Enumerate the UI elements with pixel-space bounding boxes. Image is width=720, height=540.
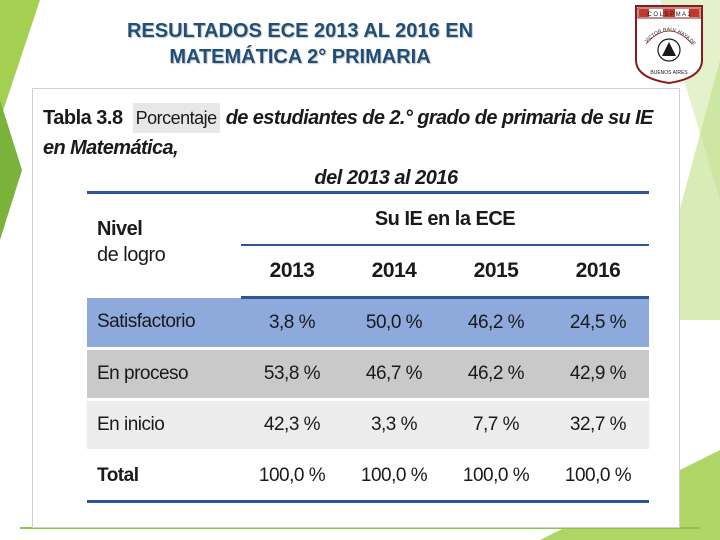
row-label: En inicio [87, 399, 241, 452]
table-cell: 46,2 % [445, 297, 547, 350]
school-crest-icon: C O L S P M A 1 VICTOR RAUL HAYA DE LA T… [634, 4, 703, 84]
header-de-logro: de logro [97, 244, 166, 266]
table-row-satisfactorio: Satisfactorio 3,8 % 50,0 % 46,2 % 24,5 % [87, 297, 649, 350]
table-cell: 7,7 % [445, 399, 547, 452]
table-cell: 32,7 % [547, 399, 649, 452]
table-cell: 42,9 % [547, 348, 649, 401]
slide-title: RESULTADOS ECE 2013 AL 2016 EN MATEMÁTIC… [60, 18, 540, 70]
header-year-2014: 2014 [343, 245, 445, 299]
row-label: Satisfactorio [87, 297, 241, 350]
school-logo: C O L S P M A 1 VICTOR RAUL HAYA DE LA T… [634, 4, 704, 84]
slide-title-line-2: MATEMÁTICA 2° PRIMARIA [169, 46, 431, 68]
table-cell: 46,2 % [445, 348, 547, 401]
table-cell: 3,3 % [343, 399, 445, 452]
header-su-ie-en-la-ece: Su IE en la ECE [241, 191, 649, 246]
table-cell: 50,0 % [343, 297, 445, 350]
table-image-frame: Tabla 3.8 Porcentaje de estudiantes de 2.°… [32, 88, 680, 528]
table-cell: 100,0 % [343, 450, 445, 503]
table-row-total: Total 100,0 % 100,0 % 100,0 % 100,0 % [87, 450, 649, 503]
footer-rule [20, 527, 700, 529]
caption-label: Tabla 3.8 [43, 107, 123, 129]
slide-title-line-1: RESULTADOS ECE 2013 AL 2016 EN [126, 20, 474, 42]
table-cell: 46,7 % [343, 348, 445, 401]
caption-text: de estudiantes de 2.° grado de primaria … [43, 107, 653, 159]
table-row-en-inicio: En inicio 42,3 % 3,3 % 7,7 % 32,7 % [87, 399, 649, 452]
results-table: Nivel de logro Su IE en la ECE 2013 2014… [87, 191, 649, 503]
table-cell: 42,3 % [241, 399, 343, 452]
row-label: Total [87, 450, 241, 503]
row-label: En proceso [87, 348, 241, 401]
svg-text:C O L S P M A 1: C O L S P M A 1 [647, 12, 691, 18]
table-cell: 100,0 % [547, 450, 649, 503]
table-cell: 3,8 % [241, 297, 343, 350]
header-nivel: Nivel [97, 218, 143, 240]
svg-text:BUENOS AIRES: BUENOS AIRES [650, 70, 688, 76]
theme-decoration-left [0, 100, 22, 240]
header-nivel-de-logro: Nivel de logro [87, 191, 241, 298]
caption-highlight: Porcentaje [132, 103, 220, 133]
table-caption: Tabla 3.8 Porcentaje de estudiantes de 2.°… [43, 103, 669, 193]
table-cell: 100,0 % [241, 450, 343, 503]
header-year-2013: 2013 [241, 245, 343, 299]
header-year-2016: 2016 [547, 245, 649, 299]
table-cell: 24,5 % [547, 297, 649, 350]
table-cell: 53,8 % [241, 348, 343, 401]
table-cell: 100,0 % [445, 450, 547, 503]
caption-text-line-2: del 2013 al 2016 [314, 167, 458, 189]
table-row-en-proceso: En proceso 53,8 % 46,7 % 46,2 % 42,9 % [87, 348, 649, 401]
header-year-2015: 2015 [445, 245, 547, 299]
